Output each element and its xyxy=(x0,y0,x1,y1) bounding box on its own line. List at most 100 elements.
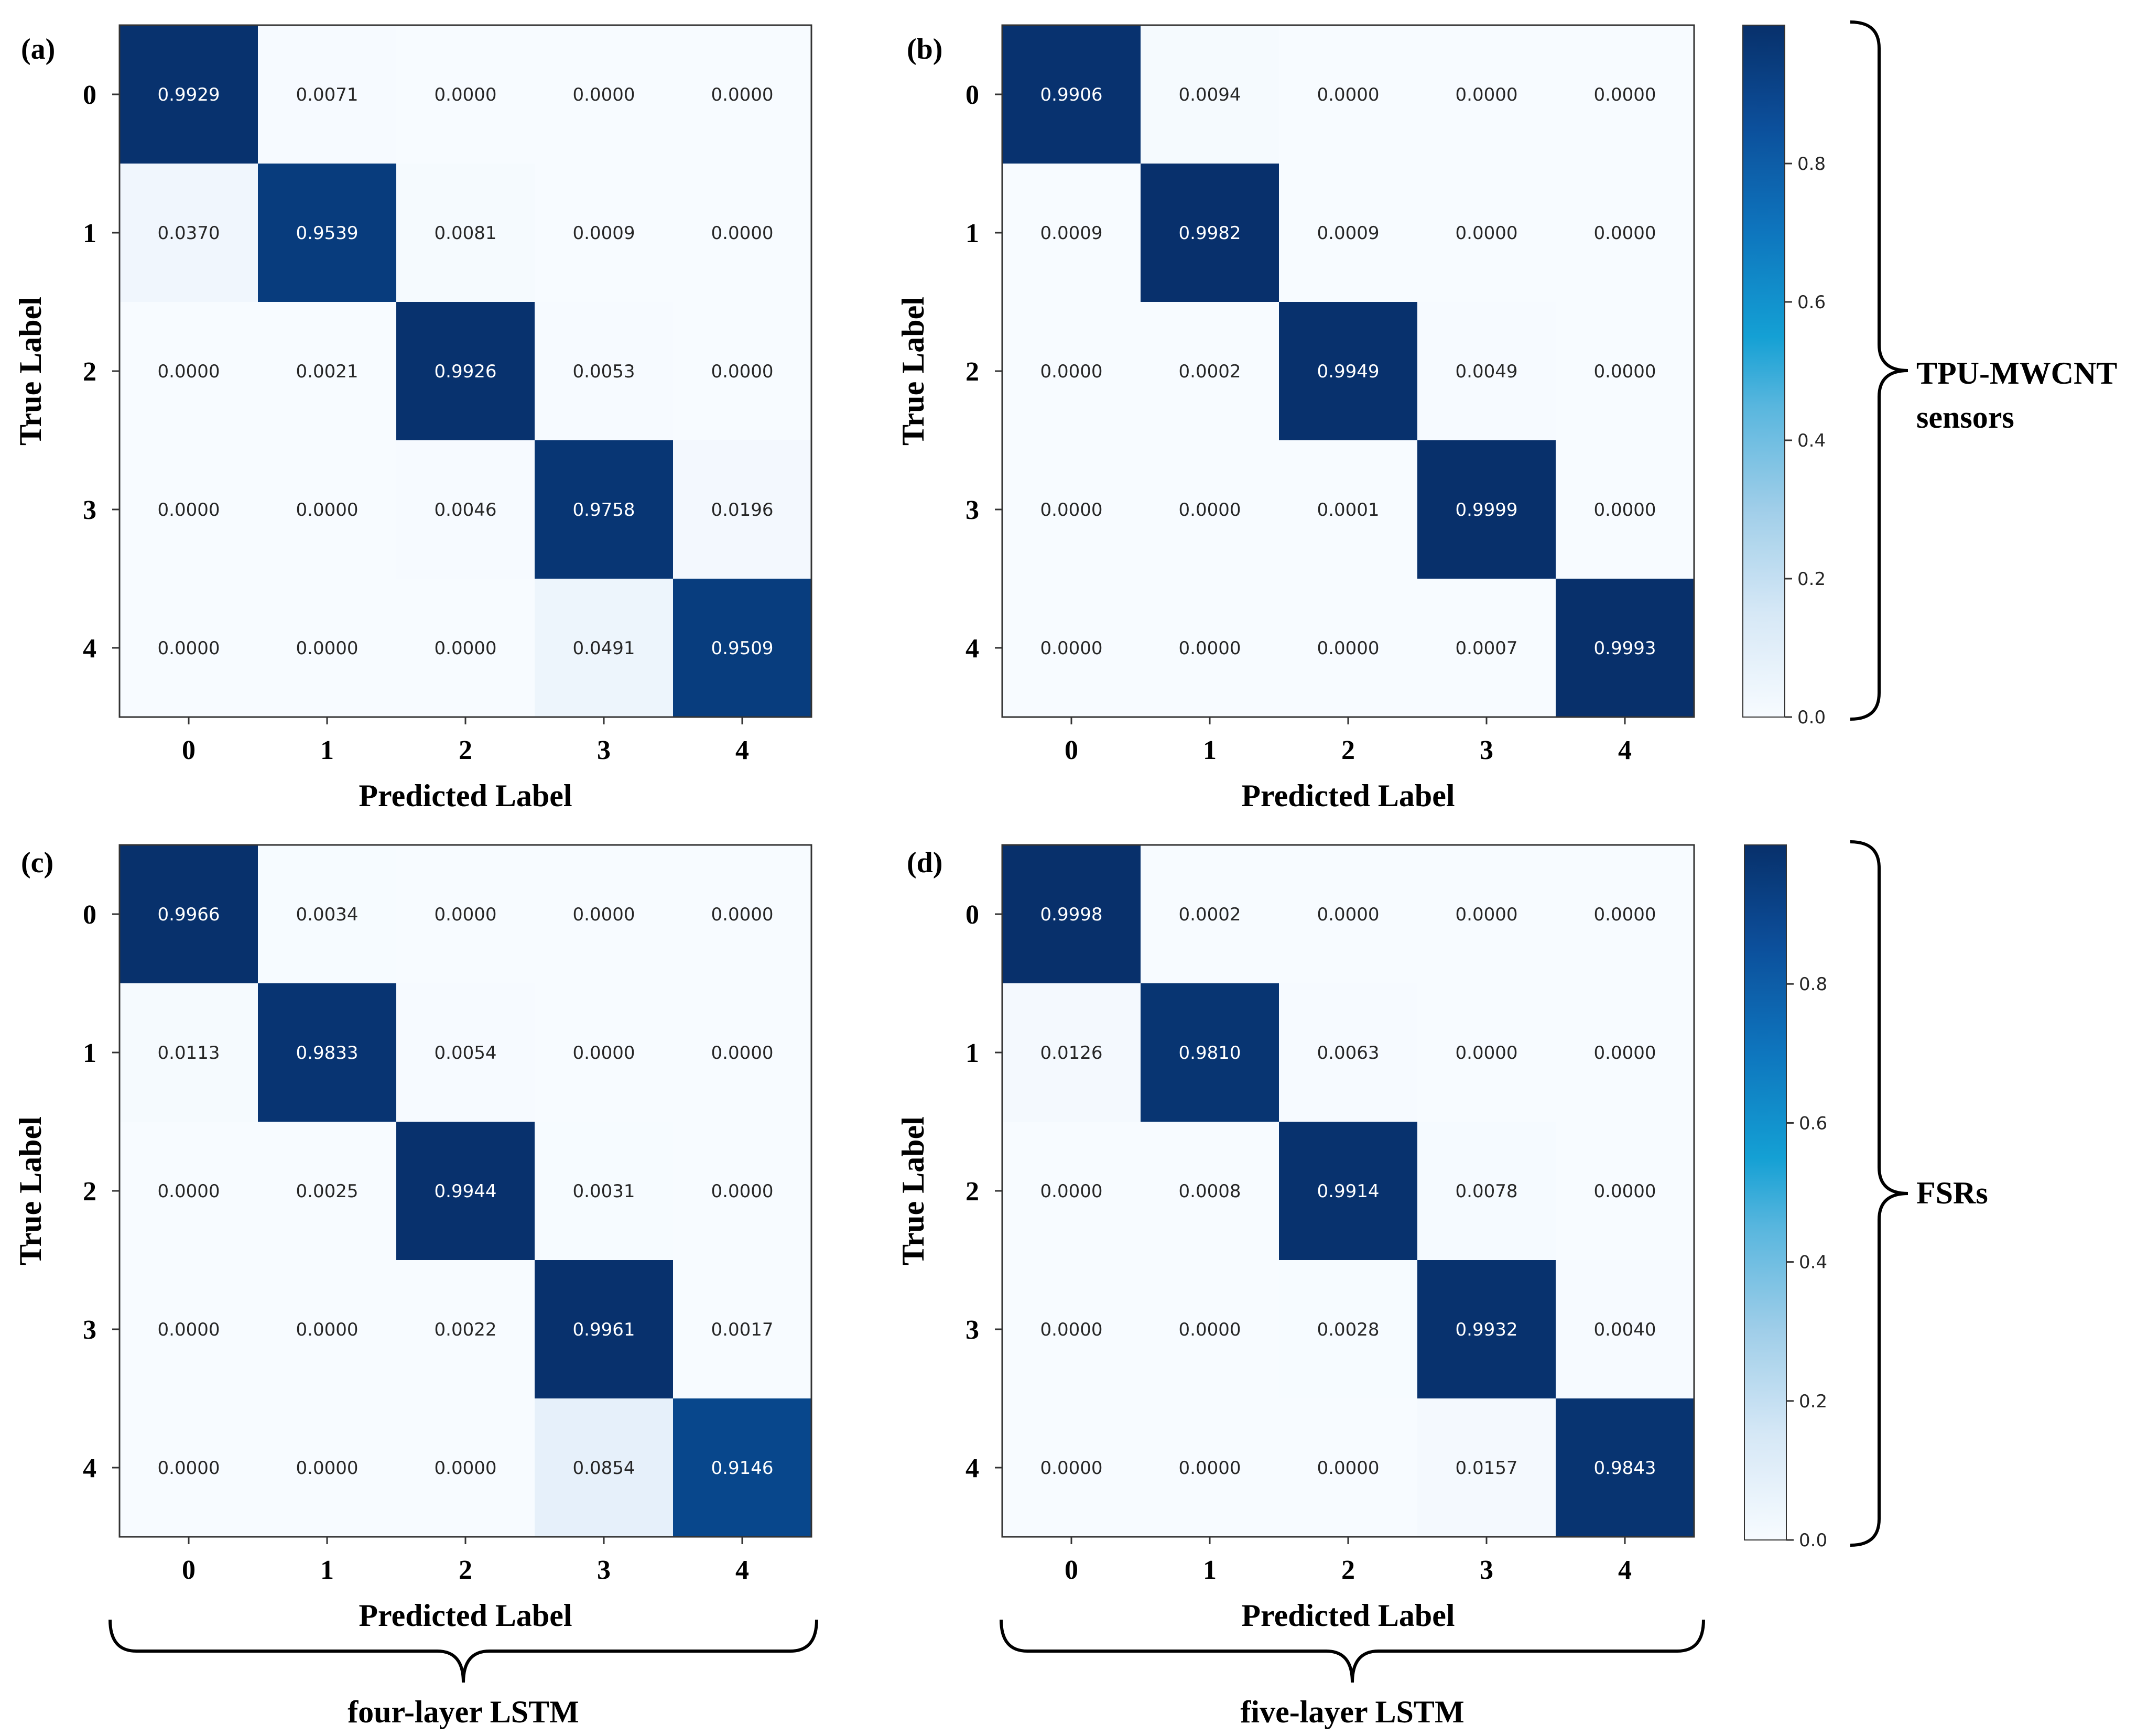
y-tick-label: 3 xyxy=(83,1315,96,1345)
cell-value-label: 0.0000 xyxy=(711,84,774,105)
panel-letter: (a) xyxy=(21,33,55,66)
cell-value-label: 0.0000 xyxy=(711,361,774,382)
group-label-top-row: TPU-MWCNT xyxy=(1916,356,2117,390)
cell-value-label: 0.9932 xyxy=(1456,1319,1518,1340)
heatmap-cell xyxy=(1417,845,1556,984)
x-axis-title: Predicted Label xyxy=(1241,1598,1455,1633)
panel-letter: (d) xyxy=(907,847,942,879)
heatmap-cell xyxy=(535,579,674,718)
x-tick-label: 4 xyxy=(735,1555,749,1585)
cell-value-label: 0.9999 xyxy=(1456,500,1518,520)
colorbar-tick-label: 0.8 xyxy=(1799,974,1827,995)
cell-value-label: 0.9982 xyxy=(1179,223,1241,244)
cell-value-label: 0.0000 xyxy=(435,638,497,659)
x-tick-label: 4 xyxy=(1618,735,1632,765)
heatmap-cell xyxy=(1556,1122,1695,1261)
y-axis-title: True Label xyxy=(13,1116,48,1265)
cell-value-label: 0.0000 xyxy=(1594,223,1656,244)
group-label-top-row: sensors xyxy=(1916,400,2014,435)
cell-value-label: 0.0157 xyxy=(1456,1458,1518,1479)
heatmap-cell xyxy=(673,1398,812,1537)
cell-value-label: 0.0000 xyxy=(158,638,220,659)
cell-value-label: 0.0049 xyxy=(1456,361,1518,382)
cell-value-label: 0.0000 xyxy=(1317,638,1380,659)
y-tick-label: 3 xyxy=(966,495,979,525)
cell-value-label: 0.0025 xyxy=(296,1181,359,1202)
x-tick-label: 1 xyxy=(1203,1555,1217,1585)
cell-value-label: 0.0000 xyxy=(1456,904,1518,925)
cell-value-label: 0.0000 xyxy=(158,1181,220,1202)
cell-value-label: 0.0000 xyxy=(573,84,635,105)
x-tick-label: 0 xyxy=(182,735,196,765)
cell-value-label: 0.0000 xyxy=(1179,1319,1241,1340)
x-tick-label: 2 xyxy=(1341,735,1355,765)
cell-value-label: 0.0000 xyxy=(1456,1043,1518,1064)
heatmap-cell xyxy=(396,1398,535,1537)
cell-value-label: 0.9833 xyxy=(296,1043,359,1064)
cell-value-label: 0.0000 xyxy=(1317,84,1380,105)
cell-value-label: 0.9961 xyxy=(573,1319,635,1340)
cell-value-label: 0.9998 xyxy=(1040,904,1103,925)
heatmap-cell xyxy=(1002,1122,1141,1261)
cell-value-label: 0.0000 xyxy=(1594,84,1656,105)
x-tick-label: 4 xyxy=(735,735,749,765)
heatmap-cell xyxy=(396,164,535,302)
heatmap-cell xyxy=(673,302,812,441)
cell-value-label: 0.0009 xyxy=(573,223,635,244)
cell-value-label: 0.0000 xyxy=(573,904,635,925)
group-label-left-column: four-layer LSTM xyxy=(348,1695,579,1729)
colorbar-tick-label: 0.0 xyxy=(1797,707,1826,728)
heatmap-cell xyxy=(396,440,535,579)
heatmap-cell xyxy=(1141,1398,1279,1537)
cell-value-label: 0.0000 xyxy=(1594,361,1656,382)
cell-value-label: 0.0000 xyxy=(1179,638,1241,659)
right-brace-top xyxy=(1850,20,1908,721)
x-axis-title: Predicted Label xyxy=(1241,778,1455,813)
heatmap-cell xyxy=(1279,25,1418,164)
cell-value-label: 0.0000 xyxy=(1317,904,1380,925)
cell-value-label: 0.0040 xyxy=(1594,1319,1656,1340)
bottom-brace-left xyxy=(109,1619,818,1683)
x-tick-label: 0 xyxy=(1065,735,1078,765)
y-tick-label: 4 xyxy=(83,1453,96,1483)
heatmap-cell xyxy=(258,579,397,718)
heatmap-cell xyxy=(1002,1260,1141,1399)
heatmap-cell xyxy=(120,440,258,579)
x-tick-label: 3 xyxy=(1480,1555,1493,1585)
x-axis-title: Predicted Label xyxy=(359,778,572,813)
heatmap-cell xyxy=(1002,983,1141,1122)
cell-value-label: 0.0000 xyxy=(1594,500,1656,520)
cell-value-label: 0.0034 xyxy=(296,904,359,925)
panel-letter: (b) xyxy=(907,33,942,66)
cell-value-label: 0.0000 xyxy=(1317,1458,1380,1479)
cell-value-label: 0.0000 xyxy=(1040,500,1103,520)
cell-value-label: 0.0000 xyxy=(1040,1181,1103,1202)
heatmap-cell xyxy=(535,302,674,441)
heatmap-cell xyxy=(1002,440,1141,579)
heatmap-cell xyxy=(1556,1398,1695,1537)
x-tick-label: 3 xyxy=(1480,735,1493,765)
cell-value-label: 0.0053 xyxy=(573,361,635,382)
heatmap-cell xyxy=(535,1122,674,1261)
heatmap-cell xyxy=(258,25,397,164)
cell-value-label: 0.9758 xyxy=(573,500,635,520)
cell-value-label: 0.0071 xyxy=(296,84,359,105)
cell-value-label: 0.0078 xyxy=(1456,1181,1518,1202)
colorbar-tick-label: 0.2 xyxy=(1797,569,1826,590)
cell-value-label: 0.0000 xyxy=(1594,1181,1656,1202)
colorbar-tick-label: 0.8 xyxy=(1797,154,1826,175)
heatmap-cell xyxy=(1002,579,1141,718)
x-tick-label: 1 xyxy=(1203,735,1217,765)
colorbar-tick-label: 0.6 xyxy=(1797,292,1826,313)
heatmap-cell xyxy=(258,1260,397,1399)
cell-value-label: 0.0854 xyxy=(573,1458,635,1479)
heatmap-cell xyxy=(535,164,674,302)
cell-value-label: 0.0009 xyxy=(1040,223,1103,244)
y-tick-label: 2 xyxy=(83,357,96,387)
cell-value-label: 0.0000 xyxy=(711,904,774,925)
heatmap-cell xyxy=(396,1260,535,1399)
braces-layer: TPU-MWCNT sensors FSRs four-layer LSTM five-… xyxy=(109,20,2117,1729)
heatmap-cell xyxy=(1141,845,1279,984)
panel-letter: (c) xyxy=(21,847,53,879)
cell-value-label: 0.0002 xyxy=(1179,361,1241,382)
